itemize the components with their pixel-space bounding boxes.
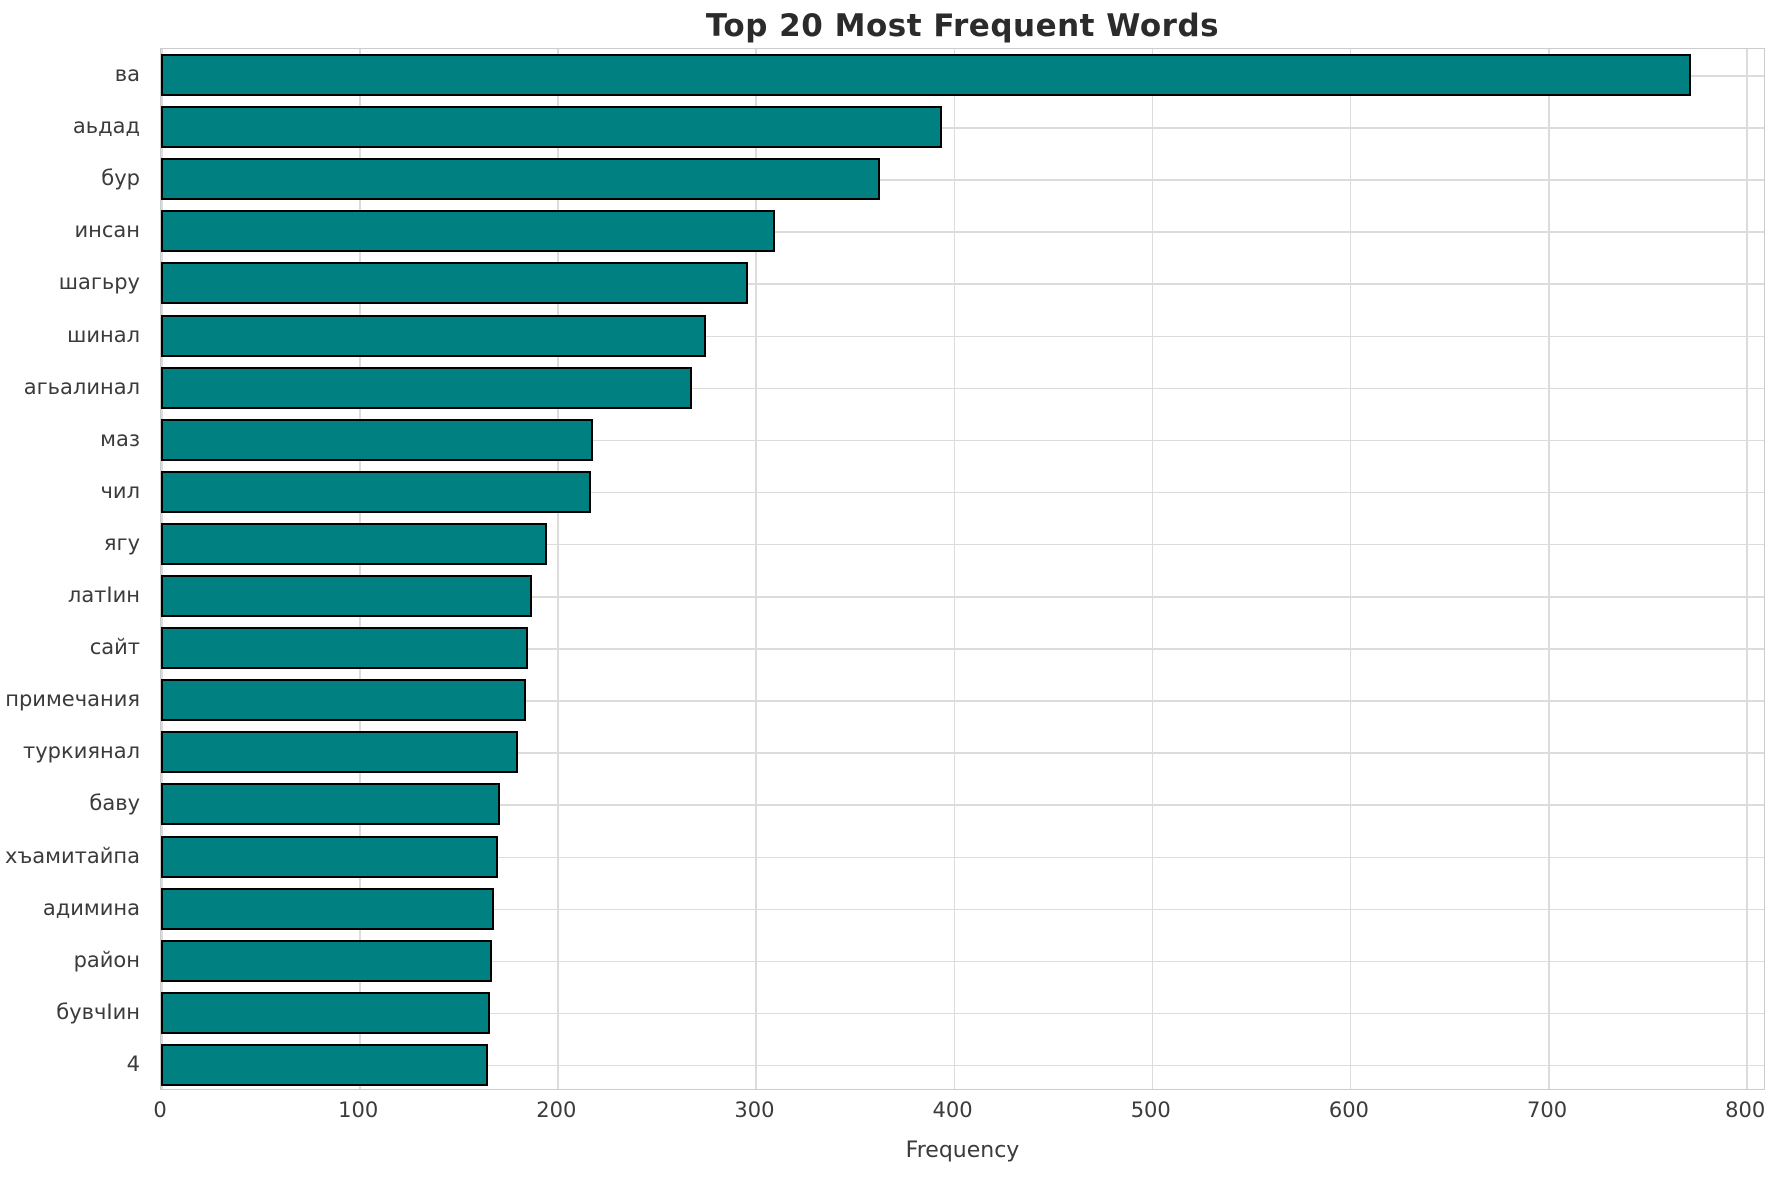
y-tick-label: район bbox=[73, 947, 140, 972]
horizontal-gridline bbox=[161, 439, 1764, 442]
x-tick-label: 300 bbox=[734, 1098, 775, 1122]
x-tick-label: 700 bbox=[1526, 1098, 1568, 1122]
bar-маз bbox=[161, 418, 593, 461]
bar-район bbox=[161, 939, 492, 982]
y-tick-label: шинал bbox=[67, 322, 140, 347]
horizontal-gridline bbox=[161, 283, 1764, 285]
horizontal-gridline bbox=[161, 127, 1764, 129]
x-tick-label: 800 bbox=[1725, 1098, 1766, 1122]
bar-туркиянал bbox=[161, 731, 518, 774]
vertical-gridline bbox=[953, 49, 956, 1089]
bar-агьалинал bbox=[161, 366, 693, 409]
x-tick-label: 600 bbox=[1328, 1098, 1369, 1122]
horizontal-gridline bbox=[161, 335, 1764, 338]
bar-чил bbox=[161, 470, 591, 513]
y-tick-label: ягу bbox=[103, 530, 140, 555]
horizontal-gridline bbox=[161, 856, 1764, 859]
vertical-gridline bbox=[1151, 49, 1154, 1089]
bar-ягу bbox=[161, 522, 548, 565]
horizontal-gridline bbox=[161, 960, 1764, 963]
y-tick-label: чил bbox=[100, 478, 140, 503]
horizontal-gridline bbox=[161, 596, 1764, 598]
x-tick-label: 0 bbox=[153, 1098, 167, 1122]
bar-4 bbox=[161, 1043, 488, 1086]
horizontal-gridline bbox=[161, 752, 1764, 754]
plot-area bbox=[160, 48, 1765, 1090]
y-tick-label: баву bbox=[89, 791, 140, 816]
vertical-gridline bbox=[1548, 49, 1550, 1089]
bar-сайт bbox=[161, 627, 528, 670]
y-tick-label: шагьру bbox=[58, 270, 140, 295]
y-tick-label: латIин bbox=[67, 583, 140, 608]
x-tick-label: 500 bbox=[1130, 1098, 1171, 1122]
y-tick-label: туркиянал bbox=[23, 739, 140, 764]
y-tick-label: адимина bbox=[42, 895, 140, 920]
chart-title: Top 20 Most Frequent Words bbox=[705, 8, 1220, 44]
y-tick-label: бур bbox=[101, 166, 140, 191]
horizontal-gridline bbox=[161, 908, 1764, 911]
horizontal-gridline bbox=[161, 231, 1764, 233]
horizontal-gridline bbox=[161, 700, 1764, 702]
vertical-gridline bbox=[1349, 49, 1352, 1089]
horizontal-gridline bbox=[161, 179, 1764, 181]
vertical-gridline bbox=[755, 49, 757, 1089]
x-tick-label: 400 bbox=[932, 1098, 973, 1122]
bar-шинал bbox=[161, 314, 706, 357]
bar-латIин bbox=[161, 575, 532, 618]
y-tick-label: ва bbox=[114, 62, 140, 87]
bar-бур bbox=[161, 158, 881, 201]
y-tick-label: инсан bbox=[74, 218, 140, 243]
y-tick-label: бувчIин bbox=[56, 999, 140, 1024]
bar-примечания bbox=[161, 679, 526, 722]
vertical-gridline bbox=[161, 49, 163, 1089]
x-axis: 0 100 200 300 400 500 600 700 800 bbox=[153, 1098, 1766, 1128]
x-tick-label: 200 bbox=[536, 1098, 577, 1122]
horizontal-gridline bbox=[161, 648, 1764, 650]
y-tick-label: агьалинал bbox=[23, 374, 140, 399]
x-axis-label: Frequency bbox=[905, 1138, 1020, 1163]
horizontal-gridline bbox=[161, 804, 1764, 806]
vertical-gridline bbox=[359, 49, 361, 1089]
bar-бувчIин bbox=[161, 991, 490, 1034]
vertical-gridline bbox=[1746, 49, 1748, 1089]
bar-хъамитайпа bbox=[161, 835, 498, 878]
y-tick-label: примечания bbox=[5, 687, 140, 712]
horizontal-gridline bbox=[161, 543, 1764, 546]
bar-инсан bbox=[161, 210, 776, 253]
bar-ва bbox=[161, 54, 1691, 97]
x-tick-label: 100 bbox=[338, 1098, 379, 1122]
horizontal-gridline bbox=[161, 491, 1764, 494]
y-tick-label: маз bbox=[100, 426, 140, 451]
y-tick-label: хъамитайпа bbox=[5, 843, 140, 868]
y-axis: ва аьдад бур инсан шагьру шинал агьалинал маз чи… bbox=[0, 48, 150, 1090]
horizontal-gridline bbox=[161, 1012, 1764, 1015]
vertical-gridline bbox=[557, 49, 559, 1089]
horizontal-gridline bbox=[161, 1064, 1764, 1067]
bar-адимина bbox=[161, 887, 494, 930]
y-tick-label: 4 bbox=[126, 1051, 140, 1076]
bar-шагьру bbox=[161, 262, 748, 305]
horizontal-gridline bbox=[161, 387, 1764, 390]
bar-баву bbox=[161, 783, 500, 826]
y-tick-label: аьдад bbox=[72, 114, 140, 139]
y-tick-label: сайт bbox=[89, 635, 140, 660]
bar-аьдад bbox=[161, 106, 942, 149]
